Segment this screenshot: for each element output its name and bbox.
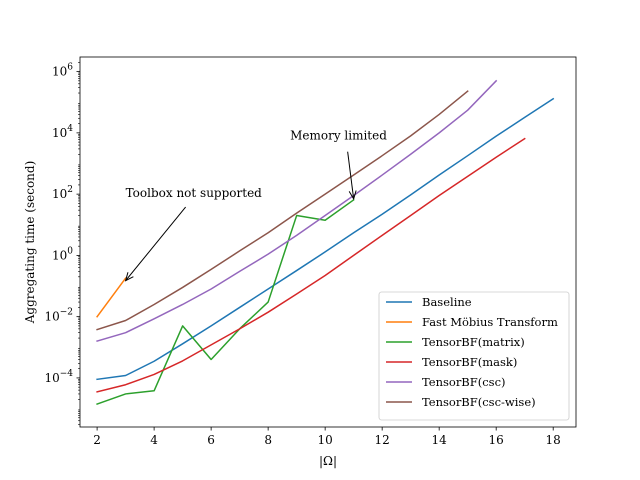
legend: Baseline Fast Möbius Transform TensorBF(ma… [378,291,570,421]
series-line [96,90,469,331]
series-line [96,198,355,406]
legend-label: Fast Möbius Transform [422,315,558,329]
ticks-layer: 2 4 6 8 10 12 14 16 18 10−4 10−2 100 102 104 106 [44,62,561,447]
annotation-arrow [347,151,355,199]
legend-label: TensorBF(csc-wise) [422,395,536,409]
x-tick-label: 10 [318,433,333,447]
y-tick-label: 100 [52,246,73,262]
x-tick-label: 6 [207,433,215,447]
x-tick-label: 12 [375,433,390,447]
series-layer [96,79,555,406]
annotation-arrowhead [348,190,357,201]
series-line [96,137,526,393]
series-line [96,277,127,318]
y-tick-label: 10−2 [44,308,73,324]
legend-label: TensorBF(mask) [422,355,517,369]
legend-label: TensorBF(csc) [422,375,506,389]
annotation-text: Memory limited [290,129,387,143]
legend-label: Baseline [422,295,472,309]
series-line [96,79,498,342]
y-tick-label: 102 [52,185,73,201]
y-axis-label: Aggregating time (second) [23,161,37,325]
x-tick-label: 8 [264,433,272,447]
x-tick-label: 14 [432,433,448,447]
annotation-layer: Toolbox not supported Memory limited [124,129,387,282]
axes-frame [79,56,577,428]
annotation-text: Toolbox not supported [126,186,263,200]
annotation-arrowhead [124,272,134,282]
x-tick-label: 2 [93,433,101,447]
annotation-arrow [125,206,186,281]
x-tick-label: 4 [150,433,158,447]
legend-box [378,291,570,421]
legend-label: TensorBF(matrix) [422,335,525,349]
x-tick-label: 16 [489,433,504,447]
series-line [96,97,555,381]
y-tick-label: 10−4 [44,369,73,385]
x-axis-label: |Ω| [319,454,337,468]
y-tick-label: 104 [52,124,73,140]
y-tick-label: 106 [52,63,73,79]
x-tick-label: 18 [546,433,561,447]
